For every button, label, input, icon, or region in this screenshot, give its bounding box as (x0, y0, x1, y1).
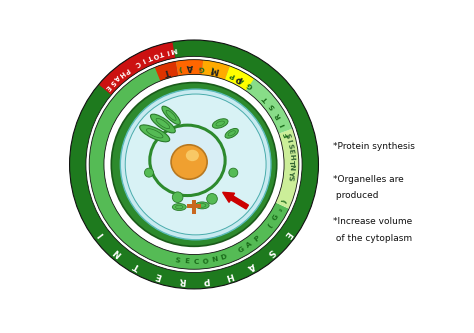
Text: A: A (245, 241, 253, 249)
Text: T: T (158, 49, 164, 56)
Text: H: H (288, 154, 294, 160)
Text: *Organelles are: *Organelles are (333, 175, 404, 184)
Text: O: O (202, 258, 209, 264)
Text: ₁: ₁ (189, 64, 192, 70)
Text: P: P (228, 71, 235, 78)
Text: E: E (287, 149, 294, 154)
Text: O: O (152, 51, 159, 59)
Wedge shape (155, 61, 178, 81)
Text: P: P (123, 66, 130, 74)
Circle shape (173, 192, 183, 202)
Bar (187, 204, 201, 208)
Wedge shape (225, 66, 254, 91)
Text: C: C (193, 259, 199, 265)
Circle shape (145, 168, 154, 177)
Wedge shape (99, 42, 175, 95)
Ellipse shape (162, 106, 180, 125)
Text: ₂: ₂ (277, 207, 284, 212)
Text: I: I (165, 48, 169, 55)
Wedge shape (176, 60, 292, 134)
Text: A: A (186, 63, 193, 72)
Ellipse shape (111, 83, 277, 246)
Ellipse shape (140, 125, 170, 142)
Text: N: N (288, 165, 294, 170)
Circle shape (207, 193, 218, 204)
Text: *Protein synthesis: *Protein synthesis (333, 142, 415, 151)
Ellipse shape (171, 145, 207, 179)
Text: S: S (268, 103, 276, 111)
Wedge shape (176, 60, 203, 76)
Ellipse shape (225, 129, 238, 138)
Text: E: E (282, 229, 292, 239)
Text: S: S (265, 246, 276, 257)
Text: P: P (202, 275, 210, 285)
Text: G: G (272, 213, 280, 222)
Ellipse shape (150, 125, 225, 195)
Text: R: R (178, 275, 186, 285)
Bar (192, 200, 196, 213)
Text: produced: produced (333, 191, 379, 200)
Text: M: M (210, 64, 220, 75)
Text: I: I (280, 122, 286, 127)
Text: S: S (108, 78, 116, 86)
Text: P: P (253, 235, 261, 243)
Text: N: N (211, 256, 219, 263)
Text: T: T (132, 260, 142, 271)
Text: E: E (155, 270, 163, 280)
Text: T: T (146, 54, 153, 61)
Wedge shape (70, 40, 319, 289)
Text: G: G (237, 246, 246, 254)
Ellipse shape (195, 202, 209, 209)
Text: T: T (163, 66, 171, 76)
Text: D: D (220, 253, 228, 261)
Text: S: S (174, 257, 180, 264)
Text: N: N (111, 246, 123, 258)
Text: of the cytoplasm: of the cytoplasm (333, 234, 412, 243)
Text: Y: Y (288, 170, 294, 175)
Text: T: T (262, 95, 270, 103)
Text: H: H (118, 69, 126, 78)
Wedge shape (89, 61, 289, 269)
Text: T: T (288, 160, 294, 165)
Text: *Increase volume: *Increase volume (333, 217, 412, 226)
Text: G: G (198, 64, 205, 71)
Text: A: A (246, 260, 256, 271)
Text: I: I (141, 57, 146, 63)
Ellipse shape (186, 150, 199, 161)
Text: S: S (283, 133, 291, 139)
Text: G: G (246, 81, 254, 89)
Text: S: S (287, 175, 294, 181)
Text: ): ) (178, 65, 182, 71)
Text: (: ( (210, 65, 214, 72)
Wedge shape (276, 129, 299, 209)
Ellipse shape (120, 89, 271, 240)
Text: A: A (113, 74, 120, 82)
Text: S: S (286, 143, 293, 150)
Text: H: H (224, 270, 234, 281)
Text: I: I (285, 139, 292, 143)
Ellipse shape (173, 203, 186, 210)
Ellipse shape (151, 114, 175, 133)
Text: P: P (234, 73, 244, 84)
Ellipse shape (125, 94, 266, 235)
Circle shape (229, 168, 238, 177)
Text: E: E (184, 258, 189, 265)
Text: R: R (274, 112, 282, 119)
Text: E: E (104, 83, 111, 90)
Text: M: M (170, 46, 178, 54)
Text: F: F (283, 131, 290, 138)
Ellipse shape (212, 119, 228, 128)
Text: C: C (134, 59, 141, 67)
Text: A: A (237, 75, 245, 83)
Text: ): ) (281, 198, 288, 204)
Text: I: I (97, 230, 106, 238)
Text: (: ( (267, 222, 273, 228)
FancyArrow shape (223, 192, 248, 209)
Wedge shape (202, 60, 230, 80)
